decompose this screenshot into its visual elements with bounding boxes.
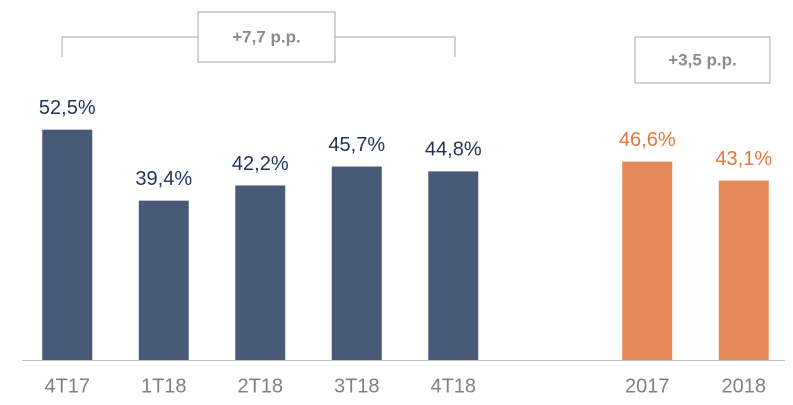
- value-label: 39,4%: [135, 168, 192, 190]
- value-label: 42,2%: [232, 153, 289, 175]
- value-label: 44,8%: [425, 139, 482, 161]
- bar: [718, 180, 769, 360]
- value-label: 46,6%: [619, 129, 676, 151]
- x-tick-label: 4T17: [44, 375, 90, 397]
- bar: [235, 185, 286, 360]
- x-tick-label: 4T18: [430, 375, 476, 397]
- x-tick-label: 2T18: [237, 375, 283, 397]
- value-label: 45,7%: [328, 134, 385, 156]
- bar: [331, 166, 382, 360]
- annotation-box: [197, 11, 336, 63]
- bar: [42, 129, 93, 360]
- bar: [428, 171, 479, 360]
- annotation: +3,5 p.p.: [668, 50, 737, 69]
- bar: [138, 200, 189, 360]
- bracket: [61, 36, 456, 57]
- value-label: 43,1%: [715, 148, 772, 170]
- annotation-box: [634, 36, 771, 84]
- x-tick-label: 2018: [722, 375, 767, 397]
- annotation: +7,7 p.p.: [232, 27, 301, 46]
- value-label: 52,5%: [39, 97, 96, 119]
- bar: [622, 161, 673, 360]
- x-tick-label: 1T18: [141, 375, 187, 397]
- x-tick-label: 3T18: [334, 375, 380, 397]
- x-tick-label: 2017: [625, 375, 670, 397]
